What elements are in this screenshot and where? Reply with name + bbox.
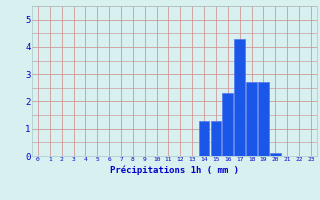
Bar <box>246 82 257 156</box>
Bar <box>211 121 221 156</box>
Bar <box>199 121 209 156</box>
Bar <box>234 39 245 156</box>
X-axis label: Précipitations 1h ( mm ): Précipitations 1h ( mm ) <box>110 165 239 175</box>
Bar <box>270 153 281 156</box>
Bar <box>258 82 269 156</box>
Bar <box>222 93 233 156</box>
